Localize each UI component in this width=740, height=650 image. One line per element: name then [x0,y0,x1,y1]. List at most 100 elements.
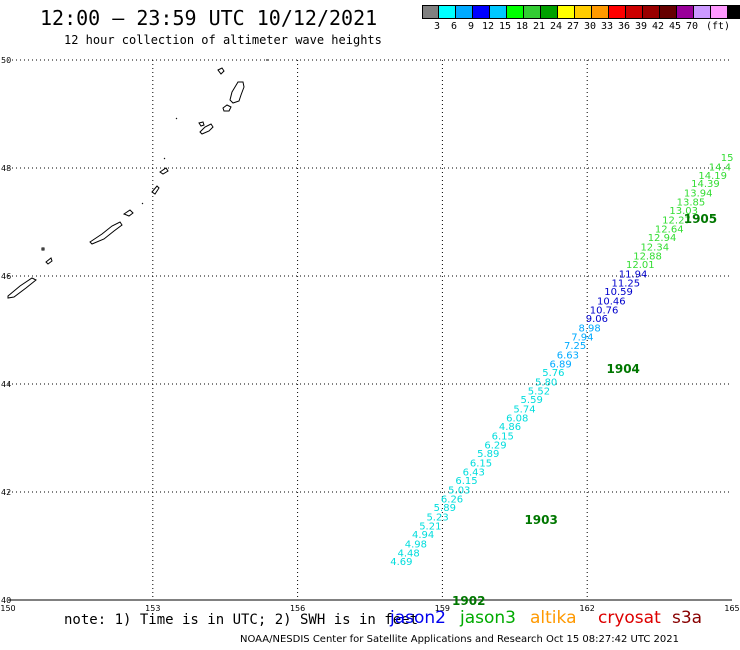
lat-label-46: 46 [1,272,11,281]
wave-height-label: 6.63 [557,350,579,361]
lat-label-44: 44 [1,380,11,389]
lon-label-159: 159 [435,604,450,613]
color-legend-bar [422,5,740,19]
wave-height-label: 4.86 [499,422,521,433]
legend-swatch-15 [677,5,694,19]
wave-height-label: 12.27 [662,215,691,226]
footer-credit: NOAA/NESDIS Center for Satellite Applica… [240,634,679,645]
wave-height-label: 5.80 [535,377,557,388]
legend-tick-30: 30 [584,21,597,32]
legend-tick-24: 24 [550,21,563,32]
legend-tick-39: 39 [635,21,648,32]
legend-swatch-8 [558,5,575,19]
wave-height-label: 4.94 [412,530,434,541]
wave-height-label: 12.01 [626,260,655,271]
time-label-1905: 1905 [684,212,717,226]
legend-tick-42: 42 [652,21,665,32]
legend-tick-36: 36 [618,21,631,32]
wave-height-label: 6.89 [550,359,572,370]
legend-swatch-9 [575,5,592,19]
wave-height-label: 14.39 [691,179,720,190]
wave-height-label: 15 [721,153,734,164]
satellite-jason3: jason3 [460,608,516,628]
wave-height-label: 14.4 [709,162,731,173]
wave-height-label: 10.76 [590,305,619,316]
satellite-altika: altika [530,608,577,628]
wave-height-label: 4.48 [397,548,419,559]
coast-dot-2 [163,157,166,160]
legend-tick-9: 9 [468,21,475,32]
coast-island-1 [217,67,225,75]
wave-height-label: 10.46 [597,296,626,307]
lon-label-150: 150 [0,604,15,613]
legend-tick-15: 15 [499,21,512,32]
wave-height-label: 6.15 [455,476,477,487]
wave-height-label: 5.21 [419,521,441,532]
legend-swatch-1 [439,5,456,19]
map-subtitle: 12 hour collection of altimeter wave hei… [64,33,382,47]
legend-tick-33: 33 [601,21,614,32]
legend-tick-27: 27 [567,21,580,32]
wave-height-label: 4.98 [405,539,427,550]
lon-label-165: 165 [724,604,739,613]
coast-dot-4 [41,247,45,251]
wave-height-points: 1514.414.1914.3913.9413.8513.0312.2712.6… [390,153,733,568]
legend-tick-12: 12 [482,21,495,32]
coast-island-10 [45,257,53,265]
time-label-1904: 1904 [607,362,640,376]
legend-tick-18: 18 [516,21,529,32]
wave-height-label: 6.29 [484,440,506,451]
time-label-1902: 1902 [452,594,485,608]
coast-dot-1 [175,117,178,120]
coast-island-11 [7,277,37,299]
legend-swatch-17 [711,5,728,19]
footer-note: note: 1) Time is in UTC; 2) SWH is in fe… [64,612,419,628]
legend-swatch-3 [473,5,490,19]
legend-swatch-2 [456,5,473,19]
legend-swatch-10 [592,5,609,19]
time-labels: 1905 1904 1903 1902 [452,212,717,608]
legend-tick-45: 45 [669,21,682,32]
legend-swatch-0 [422,5,439,19]
wave-height-label: 6.15 [470,458,492,469]
lat-label-40: 40 [1,596,11,605]
wave-height-label: 13.03 [669,206,698,217]
legend-swatch-11 [609,5,626,19]
lat-label-42: 42 [1,488,11,497]
wave-height-label: 6.26 [441,494,463,505]
legend-swatch-6 [524,5,541,19]
map-grid [8,59,732,601]
legend-tick-70: 70 [686,21,699,32]
coastline [7,59,268,299]
legend-swatch-13 [643,5,660,19]
wave-height-label: 11.94 [619,269,648,280]
wave-height-label: 7.25 [564,341,586,352]
legend-tick-3: 3 [434,21,441,32]
wave-height-label: 5.59 [521,395,543,406]
wave-height-label: 5.23 [426,512,448,523]
coast-island-6 [159,167,169,175]
wave-height-label: 5.52 [528,386,550,397]
lon-label-153: 153 [145,604,160,613]
wave-height-label: 13.85 [677,197,706,208]
wave-height-label: 10.59 [604,287,633,298]
lat-label-50: 50 [1,56,11,65]
wave-height-label: 12.94 [648,233,677,244]
legend-swatch-5 [507,5,524,19]
legend-swatch-7 [541,5,558,19]
legend-tick-6: 6 [451,21,458,32]
legend-swatch-16 [694,5,711,19]
time-label-1903: 1903 [524,513,557,527]
coast-island-7 [151,185,160,195]
satellite-jason2: jason2 [390,608,446,628]
wave-height-label: 7.94 [571,332,593,343]
legend-swatch-12 [626,5,643,19]
coast-dot-3 [141,202,144,205]
satellite-s3a: s3a [672,608,703,628]
map-title: 12:00 – 23:59 UTC 10/12/2021 [40,6,378,30]
coast-island-4 [199,123,214,135]
legend-swatch-4 [490,5,507,19]
coast-island-5 [198,121,205,127]
satellite-cryosat: cryosat [598,608,661,628]
